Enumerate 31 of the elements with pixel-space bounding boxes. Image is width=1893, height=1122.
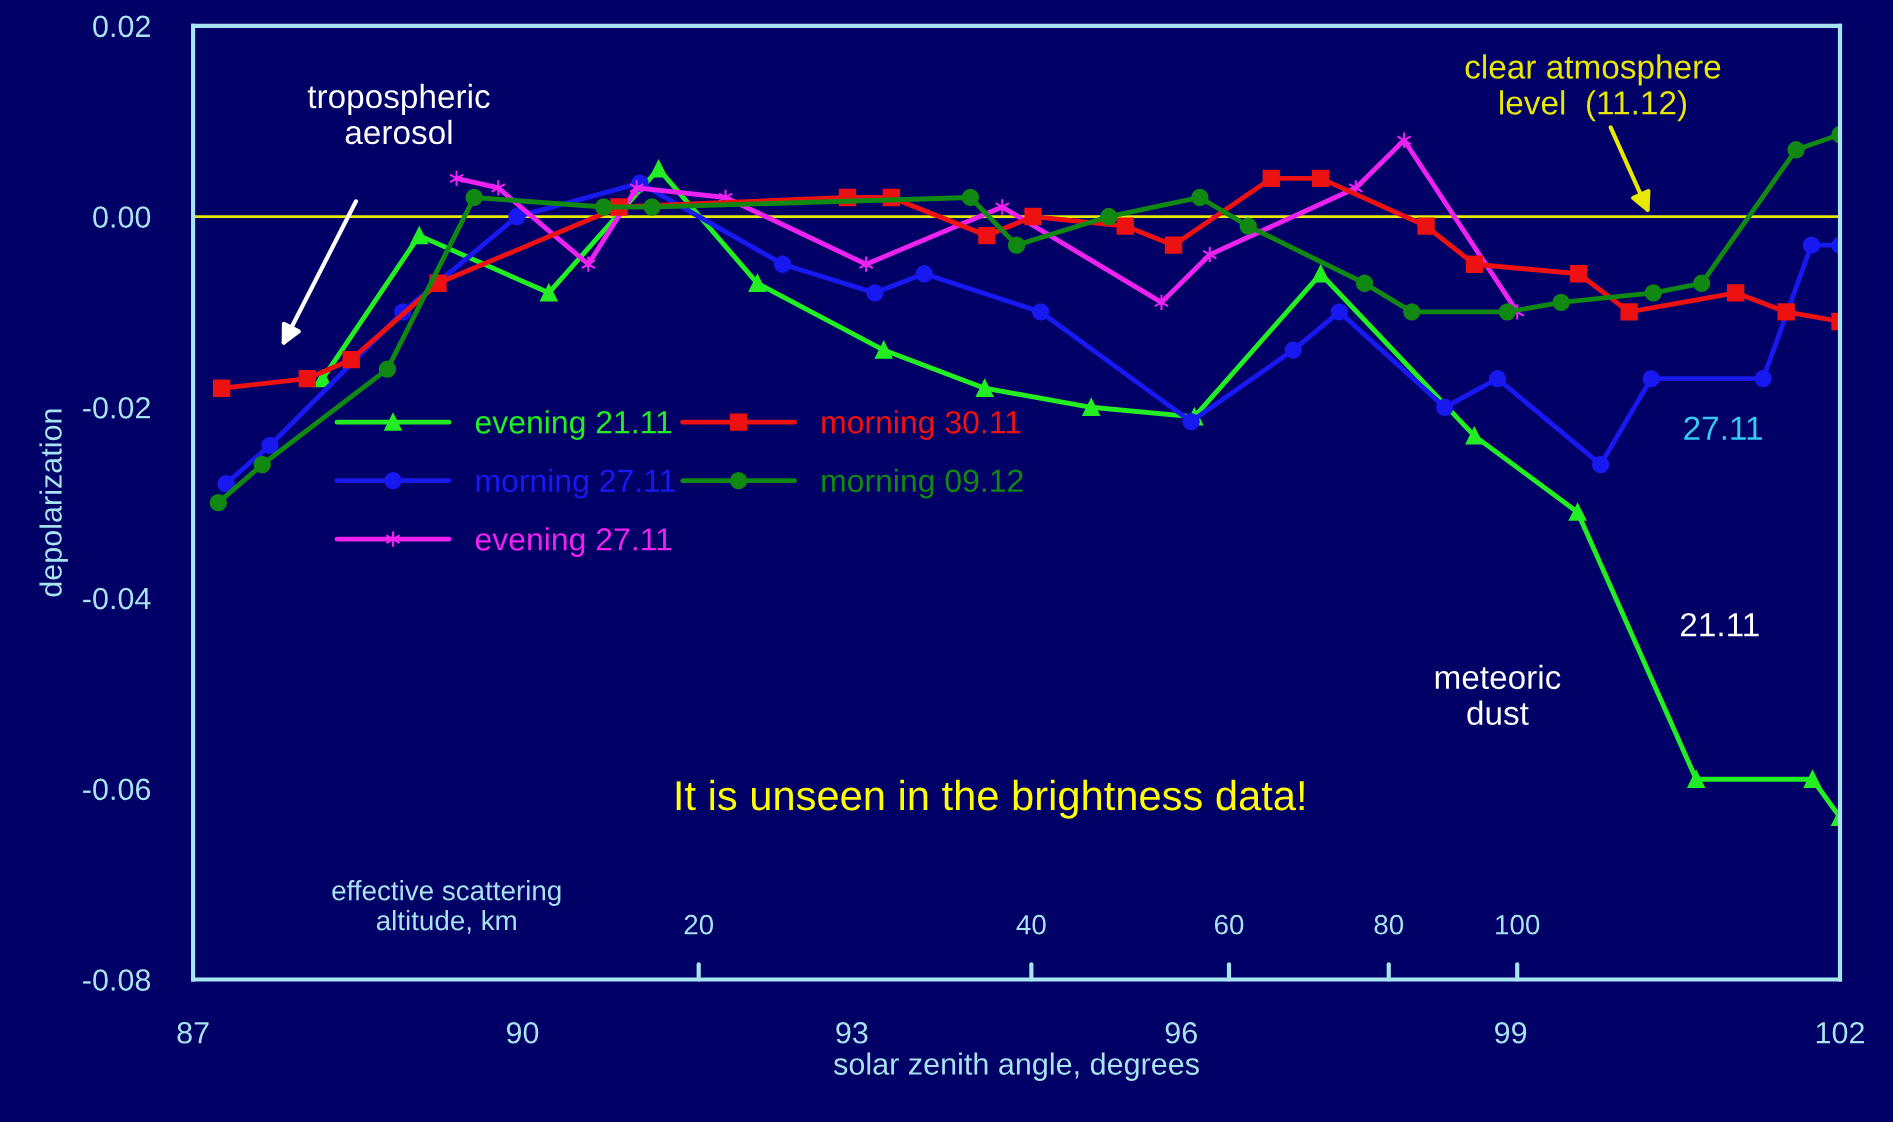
x-tick-label: 96 xyxy=(1165,1021,1197,1044)
annotation: 80 xyxy=(1374,914,1404,935)
legend-label: evening 21.11 xyxy=(475,410,672,440)
legend-label: morning 30.11 xyxy=(822,410,1021,440)
annotation: tropospheric aerosol xyxy=(307,83,490,145)
y-tick-label: 0.02 xyxy=(93,15,150,38)
x-tick-label: 99 xyxy=(1495,1021,1527,1044)
ref-line-label: clear atmosphere level (11.12) xyxy=(1465,54,1721,122)
y-tick-label: -0.08 xyxy=(83,969,151,991)
legend-label: evening 27.11 xyxy=(475,527,672,557)
x-tick-label: 87 xyxy=(177,1021,209,1044)
x-axis-title: solar zenith angle, degrees xyxy=(833,1052,1199,1081)
legend-label: morning 09.12 xyxy=(822,468,1023,499)
annotation: 40 xyxy=(1016,914,1046,935)
y-tick-label: -0.04 xyxy=(83,587,151,610)
y-tick-label: 0.00 xyxy=(93,206,151,228)
annotation: 100 xyxy=(1496,914,1540,935)
annotation: meteoric dust xyxy=(1435,664,1561,726)
y-axis-title: depolarization xyxy=(39,409,68,597)
x-tick-label: 102 xyxy=(1816,1021,1864,1044)
annotation: It is unseen in the brightness data! xyxy=(676,779,1304,819)
annotation: 27.11 xyxy=(1684,416,1762,440)
annotation: 60 xyxy=(1214,914,1244,935)
legend-label: morning 27.11 xyxy=(476,468,675,499)
y-tick-label: -0.02 xyxy=(83,397,150,419)
x-tick-label: 93 xyxy=(836,1021,868,1044)
y-tick-label: -0.06 xyxy=(83,778,151,801)
annotation: 21.11 xyxy=(1680,612,1759,637)
annotation: effective scattering altitude, km xyxy=(332,880,561,934)
x-tick-label: 90 xyxy=(506,1021,539,1044)
annotation: 20 xyxy=(684,914,714,935)
